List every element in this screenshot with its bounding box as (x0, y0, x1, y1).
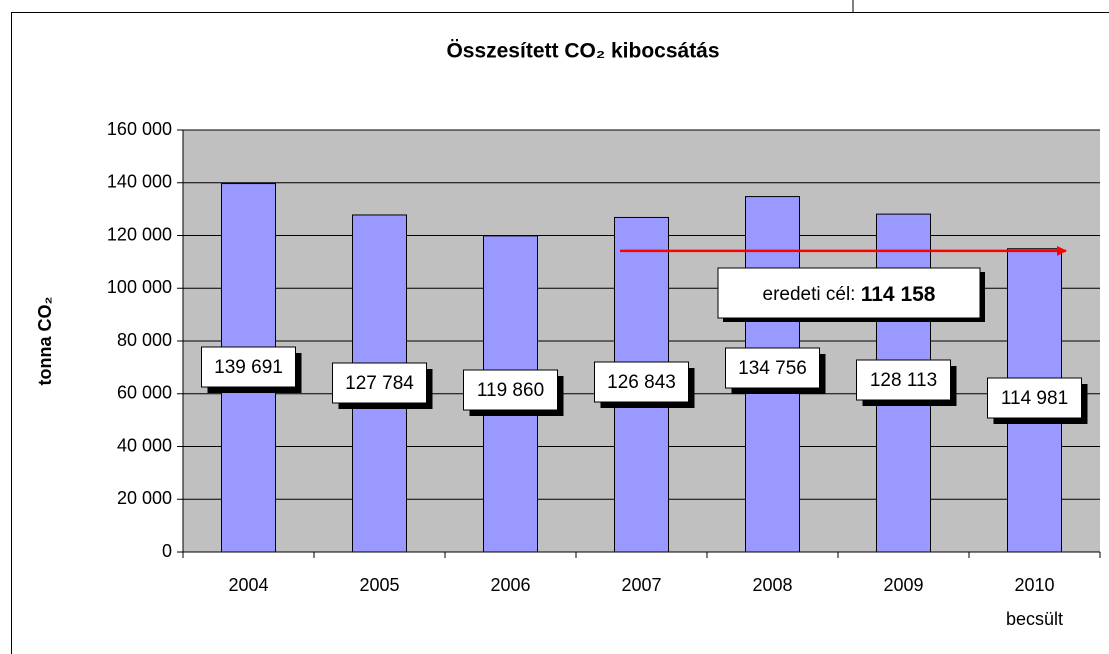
data-label: 127 784 (345, 373, 414, 394)
data-label: 114 981 (1001, 388, 1068, 409)
x-tick-label: 2005 (359, 575, 399, 595)
chart-frame (11, 12, 1109, 654)
x-tick-label: 2004 (228, 575, 268, 595)
y-tick-label: 120 000 (107, 224, 172, 244)
x-tick-label: 2010 (1014, 575, 1054, 595)
y-tick-label: 60 000 (117, 383, 172, 403)
y-tick-label: 40 000 (117, 435, 172, 455)
y-tick-label: 20 000 (117, 488, 172, 508)
x-tick-label: 2007 (621, 575, 661, 595)
y-tick-label: 80 000 (117, 330, 172, 350)
label-box (463, 369, 558, 411)
data-label: 139 691 (214, 357, 283, 378)
label-box (594, 361, 689, 403)
label-box (856, 359, 951, 401)
x-tick-label: 2006 (490, 575, 530, 595)
target-label: eredeti cél: 114 158 (763, 283, 936, 306)
chart-title: Összesített CO₂ kibocsátás (446, 40, 719, 63)
x-tick-label: 2008 (752, 575, 792, 595)
label-box (725, 347, 820, 389)
label-box (987, 377, 1082, 419)
y-tick-label: 0 (162, 541, 172, 561)
label-box (332, 362, 427, 404)
x-tick-label: 2009 (883, 575, 923, 595)
data-label: 126 843 (607, 372, 676, 393)
y-tick-label: 140 000 (107, 172, 172, 192)
target-value: 114 158 (861, 283, 936, 306)
y-tick-label: 160 000 (107, 119, 172, 139)
category-note: becsült (1006, 609, 1063, 629)
data-label: 119 860 (477, 380, 544, 401)
target-box (717, 267, 981, 319)
data-label: 134 756 (738, 358, 807, 379)
y-axis-label: tonna CO₂ (35, 297, 55, 386)
label-box (201, 346, 296, 388)
y-tick-label: 100 000 (107, 277, 172, 297)
target-label-text: eredeti cél: (763, 284, 856, 305)
data-label: 128 113 (870, 370, 937, 391)
